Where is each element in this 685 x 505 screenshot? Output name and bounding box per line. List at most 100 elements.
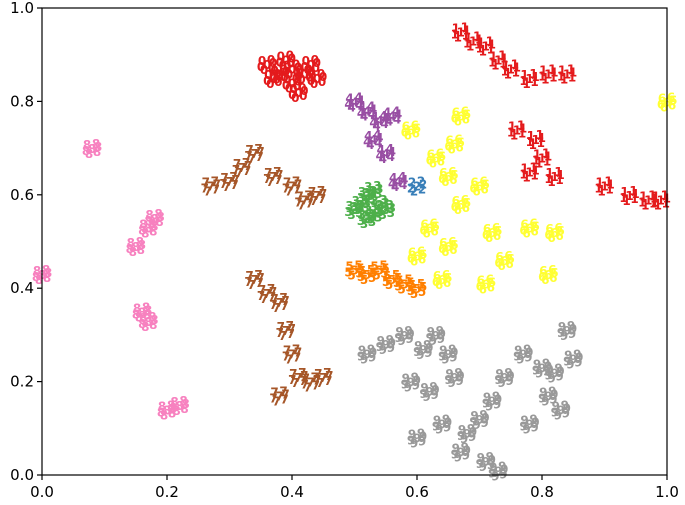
point-digit-9-1-4: 9 — [386, 333, 394, 347]
y-axis: 0.0 0.2 0.4 0.6 0.8 1.0 — [10, 0, 42, 484]
point-digit-6-13-6: 6 — [531, 220, 539, 234]
point-digit-1-2-1: 1 — [477, 35, 485, 49]
point-digit-9-14-3: 9 — [497, 376, 505, 390]
point-digit-4-3-3: 4 — [385, 114, 393, 128]
point-digit-8-3-6: 8 — [150, 220, 158, 234]
point-digit-9-3-2: 9 — [424, 346, 432, 360]
point-digit-0-6-1: 0 — [277, 49, 285, 63]
point-digit-8-2-5: 8 — [126, 242, 134, 256]
point-digit-7-13-5: 7 — [288, 373, 296, 387]
point-digit-4-2-4: 4 — [379, 109, 387, 123]
point-digit-1-4-0: 1 — [507, 63, 515, 77]
point-digit-8-8-3: 8 — [172, 404, 180, 418]
point-digit-9-9-0: 9 — [413, 432, 421, 446]
point-digit-1-13-0: 1 — [600, 180, 608, 194]
point-digit-9-3-5: 9 — [413, 345, 421, 359]
point-digit-1-0-3: 1 — [454, 30, 462, 44]
point-digit-4-5-2: 4 — [387, 150, 395, 164]
point-digit-6-8-1: 6 — [477, 274, 485, 288]
point-digit-4-6-3: 4 — [391, 180, 399, 194]
point-digit-1-3-4: 1 — [498, 48, 506, 62]
point-digit-6-7-0: 6 — [500, 254, 508, 268]
point-digit-7-2-5: 7 — [232, 163, 240, 177]
point-digit-1-2-6: 1 — [488, 37, 496, 51]
point-digit-1-6-2: 1 — [549, 70, 557, 84]
point-digit-3-5-2: 3 — [387, 206, 395, 220]
point-digit-4-5-4: 4 — [386, 142, 394, 156]
point-digit-1-3-6: 1 — [500, 51, 508, 65]
point-digit-4-5-6: 4 — [388, 145, 396, 159]
point-digit-5-3-5: 5 — [382, 275, 390, 289]
point-digit-4-5-3: 4 — [379, 152, 387, 166]
point-digit-3-6-2: 3 — [374, 187, 382, 201]
point-digit-8-0-1: 8 — [33, 264, 41, 278]
point-digit-9-16-4: 9 — [542, 357, 550, 371]
point-digit-7-10-4: 7 — [279, 291, 287, 305]
point-digit-6-0-1: 6 — [452, 105, 460, 119]
point-digit-6-17-1: 6 — [658, 91, 666, 105]
point-digit-9-22-5: 9 — [451, 448, 459, 462]
point-digit-7-12-3: 7 — [285, 353, 293, 367]
point-digit-9-23-0: 9 — [482, 455, 490, 469]
point-digit-3-4-5: 3 — [357, 214, 365, 228]
point-digit-9-9-2: 9 — [418, 435, 426, 449]
point-digit-7-9-4: 7 — [267, 282, 275, 296]
point-digit-1-14-3: 1 — [622, 194, 630, 208]
point-digit-0-4-1: 0 — [308, 68, 316, 82]
point-digit-7-11-2: 7 — [287, 327, 295, 341]
point-digit-9-4-5: 9 — [426, 331, 434, 345]
point-digit-9-17-6: 9 — [550, 388, 558, 402]
point-digit-4-2-1: 4 — [370, 110, 378, 124]
point-digit-1-7-4: 1 — [567, 62, 575, 76]
point-digit-3-3-6: 3 — [381, 196, 389, 210]
point-digit-1-15-6: 1 — [650, 192, 658, 206]
point-digit-8-4-1: 8 — [145, 208, 153, 222]
point-digit-9-1-0: 9 — [382, 338, 390, 352]
point-digit-0-8-3: 0 — [266, 77, 274, 91]
point-digit-1-0-0: 1 — [457, 25, 465, 39]
point-digit-6-4-1: 6 — [452, 194, 460, 208]
point-digit-5-4-5: 5 — [394, 280, 402, 294]
point-digit-7-1-3: 7 — [222, 180, 230, 194]
point-digit-6-3-6: 6 — [450, 168, 458, 182]
point-digit-7-0-5: 7 — [201, 182, 209, 196]
point-digit-0-9-6: 0 — [294, 61, 302, 75]
point-digit-9-18-3: 9 — [554, 409, 562, 423]
point-digit-1-12-5: 1 — [544, 172, 552, 186]
point-digit-0-4-4: 0 — [317, 67, 325, 81]
point-digit-6-2-3: 6 — [429, 156, 437, 170]
point-digit-7-16-6: 7 — [325, 369, 333, 383]
point-digit-7-9-0: 7 — [263, 287, 271, 301]
point-digit-9-24-4: 9 — [498, 459, 506, 473]
point-digit-9-22-2: 9 — [462, 449, 470, 463]
point-digit-3-1-1: 3 — [358, 185, 366, 199]
point-digit-1-6-6: 1 — [550, 65, 558, 79]
point-digit-7-10-2: 7 — [280, 299, 288, 313]
point-digit-6-16-5: 6 — [401, 125, 409, 139]
point-digit-1-3-3: 1 — [491, 58, 499, 72]
point-digit-1-5-1: 1 — [520, 68, 528, 82]
point-digit-7-4-2: 7 — [274, 173, 282, 187]
point-digit-3-3-5: 3 — [369, 200, 377, 214]
point-digit-7-6-5: 7 — [294, 196, 302, 210]
point-digit-9-6-6: 9 — [456, 369, 464, 383]
point-digit-1-14-5: 1 — [619, 191, 627, 205]
point-digit-6-9-3: 6 — [441, 245, 449, 259]
point-digit-9-23-3: 9 — [479, 460, 487, 474]
point-digit-6-0-2: 6 — [462, 112, 470, 126]
point-digit-4-6-1: 4 — [389, 171, 397, 185]
point-digit-9-4-6: 9 — [438, 327, 446, 341]
point-digit-3-2-2: 3 — [374, 211, 382, 225]
point-digit-0-3-4: 0 — [304, 62, 312, 76]
point-digit-9-25-3: 9 — [522, 423, 530, 437]
point-digit-7-12-6: 7 — [294, 346, 302, 360]
point-digit-9-21-5: 9 — [563, 354, 571, 368]
point-digit-1-0-2: 1 — [462, 28, 470, 42]
point-digit-1-10-6: 1 — [544, 149, 552, 163]
point-digit-1-13-6: 1 — [606, 178, 614, 192]
point-digit-1-6-4: 1 — [548, 62, 556, 76]
point-digit-0-3-2: 0 — [305, 70, 313, 84]
point-digit-8-6-5: 8 — [138, 317, 146, 331]
